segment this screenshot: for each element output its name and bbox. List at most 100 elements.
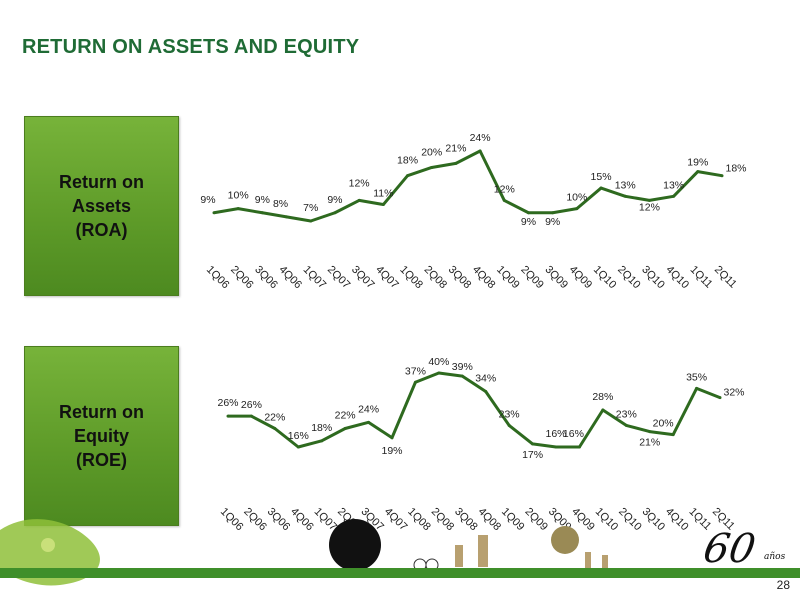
roa-data-label: 18% <box>397 155 418 167</box>
roa-data-label: 13% <box>615 179 636 191</box>
roe-point-2Q10 <box>624 423 628 427</box>
roe-data-label: 39% <box>452 361 473 373</box>
roa-point-3Q08 <box>454 161 458 165</box>
roe-point-2Q09 <box>531 442 535 446</box>
roa-point-4Q10 <box>672 194 676 198</box>
child-icon <box>585 552 591 568</box>
frog-eye-icon <box>41 538 55 552</box>
roe-label-box: Return on Equity (ROE) <box>24 346 179 526</box>
roa-point-3Q06 <box>260 211 264 215</box>
roe-point-2Q06 <box>249 414 253 418</box>
roa-point-4Q06 <box>285 215 289 219</box>
roe-data-label: 21% <box>639 437 660 449</box>
roe-point-3Q06 <box>273 427 277 430</box>
roe-point-3Q10 <box>648 430 652 434</box>
roa-point-1Q08 <box>406 174 410 178</box>
roe-data-label: 22% <box>264 412 285 424</box>
roa-point-2Q11 <box>720 174 724 178</box>
roe-point-4Q10 <box>671 433 675 437</box>
tree-small-icon <box>551 526 579 554</box>
roe-data-label: 16% <box>545 428 566 440</box>
roa-data-label: 10% <box>228 190 249 202</box>
bottom-green-strip <box>0 568 800 578</box>
roa-data-label: 24% <box>470 132 491 144</box>
roe-data-label: 28% <box>592 391 613 403</box>
roa-point-1Q11 <box>696 170 700 174</box>
page-title: RETURN ON ASSETS AND EQUITY <box>22 36 360 58</box>
roa-point-2Q07 <box>333 211 337 215</box>
roa-data-label: 9% <box>255 194 270 206</box>
roa-data-label: 10% <box>566 192 587 204</box>
roa-point-4Q07 <box>381 203 385 207</box>
roe-data-label: 26% <box>217 397 238 409</box>
roe-data-label: 20% <box>653 418 674 430</box>
roe-point-2Q08 <box>437 371 441 375</box>
roa-data-label: 12% <box>639 201 660 213</box>
roa-point-3Q09 <box>551 211 555 215</box>
roa-series-line <box>213 149 723 223</box>
roe-data-label: 16% <box>288 430 309 442</box>
anniversary-logo-subtext: años <box>764 552 786 562</box>
person-icon <box>478 535 488 567</box>
roe-point-4Q09 <box>577 445 581 449</box>
roe-data-label: 19% <box>381 445 402 457</box>
tree-trunk-icon <box>352 545 358 570</box>
roe-data-label: 17% <box>522 449 543 461</box>
roe-point-1Q10 <box>601 408 605 412</box>
roa-data-label: 20% <box>421 146 442 158</box>
roe-point-3Q08 <box>460 374 464 378</box>
roa-point-4Q08 <box>478 149 482 153</box>
roe-data-label: 18% <box>311 422 332 434</box>
child-icon <box>602 555 608 568</box>
roe-point-4Q06 <box>296 445 300 449</box>
roe-point-1Q08 <box>413 380 417 384</box>
roa-data-label: 11% <box>373 188 393 200</box>
roe-point-4Q08 <box>484 390 488 393</box>
roe-line-chart: 26%1Q0626%2Q0622%3Q0616%4Q0618%1Q0722%2Q… <box>217 356 744 533</box>
roa-point-3Q07 <box>357 198 361 202</box>
roa-data-label: 12% <box>349 177 370 189</box>
roe-data-label: 16% <box>563 428 584 440</box>
roa-data-label: 7% <box>303 202 318 214</box>
roa-point-1Q09 <box>502 198 506 202</box>
roa-line-chart: 9%1Q0610%2Q069%3Q068%4Q067%1Q079%2Q0712%… <box>200 132 746 291</box>
roe-data-label: 35% <box>686 371 707 383</box>
roe-data-label: 26% <box>241 399 262 411</box>
roa-data-label: 15% <box>591 171 612 183</box>
roa-point-1Q07 <box>309 219 313 223</box>
anniversary-logo: 60 <box>699 526 759 572</box>
roe-data-label: 24% <box>358 403 379 415</box>
roa-data-label: 9% <box>521 216 536 228</box>
roa-point-4Q09 <box>575 207 579 211</box>
roa-point-1Q06 <box>212 211 216 215</box>
roe-data-label: 23% <box>499 408 520 420</box>
roa-point-2Q06 <box>236 207 240 211</box>
roa-point-3Q10 <box>647 198 651 202</box>
roa-data-label: 8% <box>273 198 288 210</box>
roa-point-2Q10 <box>623 194 627 198</box>
roe-data-label: 22% <box>335 410 356 422</box>
roe-data-label: 32% <box>723 387 744 399</box>
roa-data-label: 9% <box>327 194 342 206</box>
roe-data-label: 37% <box>405 365 426 377</box>
roe-data-label: 34% <box>475 373 496 385</box>
roa-data-label: 18% <box>725 163 746 175</box>
roa-data-label: 12% <box>494 183 515 195</box>
roa-data-label: 21% <box>445 142 466 154</box>
page-number: 28 <box>776 578 790 592</box>
roe-data-label: 23% <box>616 408 637 420</box>
roa-point-2Q09 <box>526 211 530 215</box>
roe-point-1Q11 <box>695 386 699 390</box>
roe-point-1Q07 <box>320 439 324 443</box>
roa-box-label: Return on Assets (ROA) <box>59 172 144 240</box>
roa-data-label: 13% <box>663 179 684 191</box>
roa-point-2Q08 <box>430 165 434 169</box>
roe-point-4Q07 <box>390 436 394 440</box>
roa-label-box: Return on Assets (ROA) <box>24 116 179 296</box>
roa-point-1Q10 <box>599 186 603 190</box>
roa-data-label: 9% <box>200 194 215 206</box>
roa-data-label: 19% <box>687 157 708 169</box>
roe-point-1Q06 <box>226 414 230 418</box>
person-icon <box>455 545 463 567</box>
